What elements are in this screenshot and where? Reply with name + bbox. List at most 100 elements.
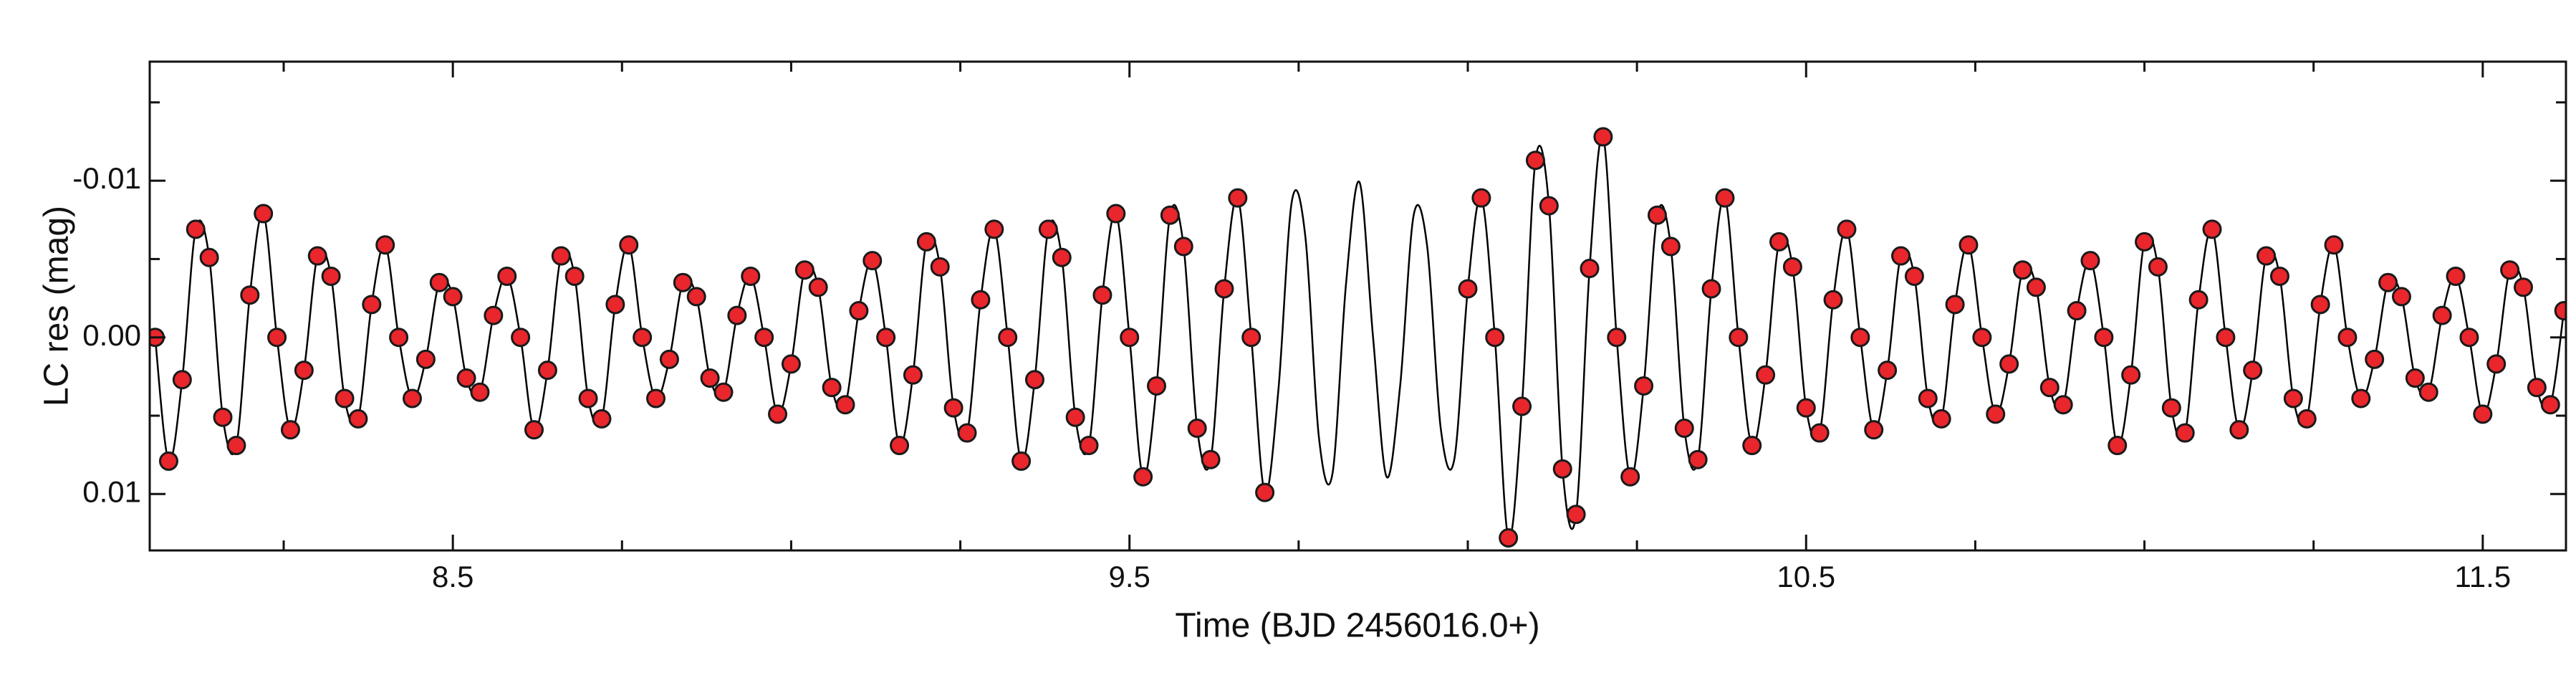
data-point	[1688, 449, 1708, 469]
data-point	[1891, 246, 1911, 266]
data-point	[876, 328, 896, 348]
data-point	[429, 272, 449, 292]
y-tick-label: 0.00	[82, 318, 141, 352]
data-point	[1715, 188, 1735, 208]
data-point	[2446, 266, 2466, 286]
data-point	[1187, 419, 1207, 438]
data-point	[2013, 260, 2033, 280]
data-point	[2418, 382, 2438, 402]
data-point	[511, 328, 531, 348]
x-tick-label: 10.5	[1777, 560, 1835, 593]
data-point	[226, 436, 246, 456]
data-point	[551, 246, 571, 266]
data-point	[1146, 376, 1166, 396]
data-point	[402, 388, 422, 409]
data-point	[456, 368, 476, 388]
data-point	[984, 219, 1004, 239]
data-point	[443, 287, 463, 307]
data-point	[2161, 398, 2181, 418]
data-point	[2257, 246, 2277, 266]
data-point	[998, 328, 1018, 348]
data-point	[2391, 287, 2411, 307]
data-point	[335, 388, 355, 409]
data-point	[1918, 388, 1938, 409]
data-point	[619, 235, 639, 255]
data-point	[524, 420, 544, 440]
data-point	[1782, 257, 1802, 277]
data-point	[1011, 451, 1032, 471]
data-point	[2039, 378, 2060, 398]
data-point	[2324, 235, 2344, 255]
data-point	[1106, 204, 1126, 224]
data-point	[633, 328, 653, 348]
data-point	[794, 260, 814, 280]
data-point	[1864, 420, 1884, 440]
data-point	[2365, 349, 2385, 369]
data-point	[375, 235, 395, 255]
data-point	[2554, 301, 2566, 321]
data-point	[2513, 277, 2533, 297]
data-point	[1485, 328, 1505, 348]
model-line	[154, 135, 2565, 540]
data-point	[592, 409, 612, 429]
data-point	[2432, 305, 2452, 325]
data-point	[470, 382, 490, 402]
data-point	[2310, 295, 2330, 315]
plot-area	[150, 127, 2566, 548]
data-point	[1120, 328, 1140, 348]
data-point	[1850, 328, 1870, 348]
data-point	[1038, 219, 1058, 239]
data-point	[1823, 290, 1843, 310]
data-point	[484, 305, 504, 325]
data-point	[2486, 354, 2507, 374]
data-point	[1945, 295, 1965, 315]
data-point	[415, 349, 436, 369]
data-point	[768, 404, 788, 424]
data-point	[1634, 376, 1654, 396]
data-point	[1972, 328, 1992, 348]
data-point	[2094, 328, 2114, 348]
data-point	[2243, 361, 2263, 381]
data-point	[2148, 257, 2168, 277]
data-point	[389, 328, 409, 348]
data-point	[2026, 277, 2046, 297]
data-point	[240, 285, 260, 305]
data-point	[1769, 232, 1789, 252]
data-point	[862, 251, 883, 271]
x-tick-label: 8.5	[432, 560, 474, 593]
data-point	[1228, 188, 1248, 208]
data-point	[1458, 279, 1478, 299]
data-point	[1214, 279, 1234, 299]
data-point	[267, 328, 287, 348]
data-point	[2108, 436, 2128, 456]
data-point	[1742, 436, 1762, 456]
data-point	[497, 266, 517, 286]
x-tick-label: 11.5	[2454, 560, 2511, 593]
data-point	[1904, 266, 1924, 286]
data-point	[1160, 205, 1180, 225]
x-tick-label: 9.5	[1109, 560, 1150, 593]
data-point	[2053, 395, 2073, 415]
data-point	[172, 370, 192, 390]
data-point	[781, 354, 801, 374]
data-point	[835, 395, 855, 415]
data-point	[1878, 361, 1898, 381]
data-point	[537, 361, 557, 381]
data-point	[213, 407, 233, 427]
data-point	[1674, 419, 1694, 438]
data-point	[916, 232, 936, 252]
data-point	[2473, 404, 2493, 424]
y-tick-label: 0.01	[82, 474, 141, 508]
data-point	[754, 328, 774, 348]
data-point	[2527, 378, 2547, 398]
x-axis-title: Time (BJD 2456016.0+)	[1175, 607, 1539, 645]
data-point	[2459, 328, 2479, 348]
data-point	[1729, 328, 1749, 348]
data-point	[1133, 467, 1153, 487]
data-point	[971, 290, 991, 310]
data-point	[1241, 328, 1261, 348]
data-point	[2540, 395, 2560, 415]
data-point	[186, 219, 206, 239]
